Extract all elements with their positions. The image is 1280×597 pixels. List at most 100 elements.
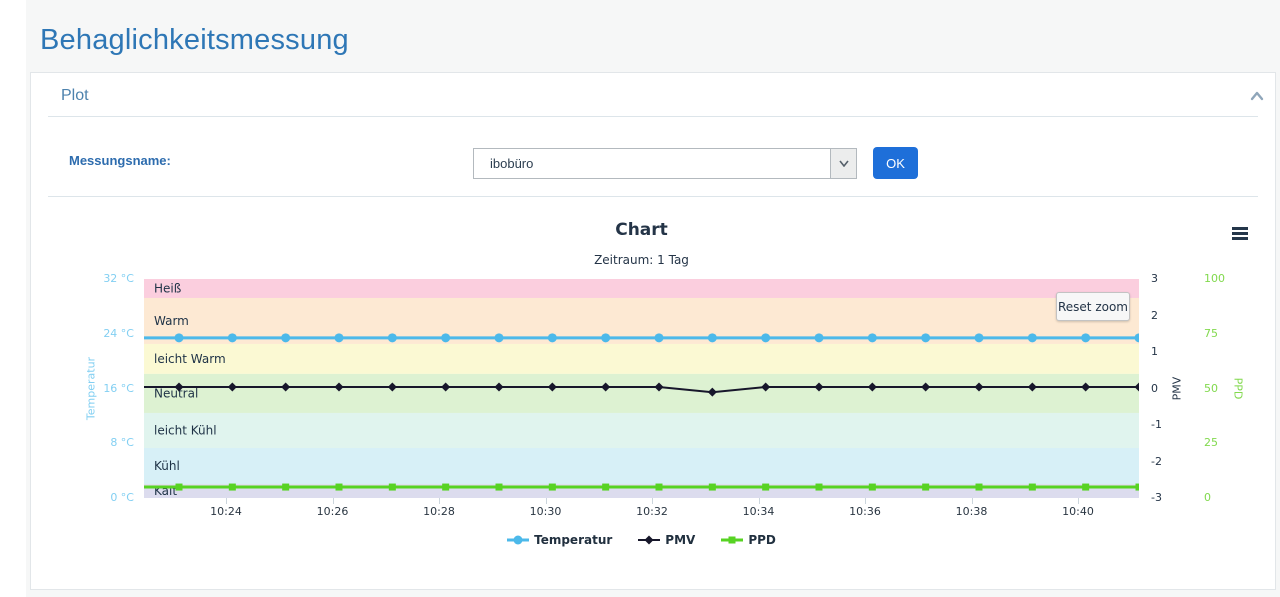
plot-band-label: leicht Kühl bbox=[154, 423, 217, 437]
plot-area: Heiß Warm leicht Warm Neutral leicht Kühl Küh… bbox=[144, 279, 1139, 498]
ppd-axis-title: PPD bbox=[1231, 377, 1245, 399]
marker-diamond bbox=[867, 382, 877, 392]
marker-diamond bbox=[334, 382, 344, 392]
marker-diamond bbox=[441, 382, 451, 392]
marker-square bbox=[388, 483, 396, 491]
pmv-axis-tick: 1 bbox=[1151, 345, 1158, 358]
marker-diamond bbox=[707, 387, 717, 397]
plot-band bbox=[144, 447, 1139, 485]
plot-band bbox=[144, 373, 1139, 413]
temp-axis-tick: 24 °C bbox=[103, 326, 134, 340]
x-axis-tick-mark bbox=[1078, 498, 1079, 504]
plot-band bbox=[144, 297, 1139, 344]
marker-diamond bbox=[227, 382, 237, 392]
marker-square bbox=[708, 483, 716, 491]
x-axis-tick-label: 10:24 bbox=[210, 505, 242, 518]
marker-circle bbox=[547, 333, 557, 343]
select-arrow[interactable] bbox=[830, 149, 856, 178]
marker-circle bbox=[654, 333, 664, 343]
marker-square bbox=[815, 483, 823, 491]
x-axis-tick-mark bbox=[332, 498, 334, 504]
marker-square bbox=[548, 483, 556, 491]
marker-square bbox=[175, 483, 183, 491]
marker-square bbox=[1082, 483, 1090, 491]
x-axis-tick-mark bbox=[652, 498, 653, 504]
hamburger-icon[interactable] bbox=[1232, 227, 1248, 242]
marker-circle bbox=[281, 333, 291, 343]
marker-square bbox=[442, 483, 450, 491]
legend-item-PPD[interactable]: PPD bbox=[721, 533, 776, 547]
temp-axis-tick: 8 °C bbox=[110, 436, 134, 450]
marker-square bbox=[762, 483, 770, 491]
marker-diamond bbox=[974, 382, 984, 392]
x-axis-tick-label: 10:40 bbox=[1062, 505, 1094, 518]
ok-button[interactable]: OK bbox=[873, 147, 918, 179]
legend-item-Temperatur[interactable]: Temperatur bbox=[507, 533, 612, 547]
plot-band-label: leicht Warm bbox=[154, 352, 226, 366]
marker-circle bbox=[867, 333, 877, 343]
temp-axis-title: Temperatur bbox=[84, 356, 98, 420]
marker-diamond bbox=[814, 382, 824, 392]
ppd-axis-tick: 100 bbox=[1204, 272, 1225, 285]
chart-legend: Temperatur PMV PPD bbox=[144, 533, 1139, 547]
chart-container: Chart Zeitraum: 1 Tag Heiß Warm leicht War… bbox=[31, 196, 1277, 591]
temp-axis-tick: 0 °C bbox=[110, 491, 134, 504]
temp-axis-tick: 32 °C bbox=[103, 272, 134, 285]
pmv-axis-tick: 2 bbox=[1151, 308, 1158, 322]
x-axis-tick-label: 10:26 bbox=[316, 505, 349, 518]
marker-circle bbox=[601, 333, 611, 343]
chevron-up-icon[interactable] bbox=[1250, 91, 1264, 101]
marker-diamond bbox=[1134, 382, 1139, 392]
page-title: Behaglichkeitsmessung bbox=[40, 24, 349, 56]
messungsname-label: Messungsname: bbox=[69, 153, 171, 168]
x-axis-tick-label: 10:30 bbox=[529, 505, 562, 518]
marker-diamond bbox=[1027, 382, 1037, 392]
marker-diamond bbox=[281, 382, 291, 392]
pmv-axis-tick: -1 bbox=[1151, 418, 1162, 431]
legend-item-PMV[interactable]: PMV bbox=[638, 533, 695, 547]
chart-subtitle: Zeitraum: 1 Tag bbox=[594, 253, 689, 267]
marker-square bbox=[602, 483, 610, 491]
x-axis-tick-label: 10:38 bbox=[955, 505, 988, 518]
marker-diamond bbox=[921, 382, 931, 392]
plot-panel-header: Plot bbox=[31, 73, 1275, 116]
series-line-PMV bbox=[144, 386, 1139, 394]
marker-square bbox=[335, 483, 343, 491]
form-divider bbox=[48, 196, 1258, 197]
x-axis-tick-mark bbox=[545, 498, 547, 504]
marker-square bbox=[495, 483, 503, 491]
marker-square bbox=[1028, 483, 1036, 491]
reset-zoom-button[interactable]: Reset zoom bbox=[1056, 292, 1130, 321]
marker-circle bbox=[974, 333, 984, 343]
marker-diamond bbox=[601, 382, 611, 392]
legend-label: PPD bbox=[748, 533, 776, 547]
select-value: ibobüro bbox=[490, 156, 534, 171]
ppd-axis-tick: 75 bbox=[1204, 326, 1218, 340]
legend-marker-circle-icon bbox=[507, 535, 530, 545]
ppd-axis-tick: 25 bbox=[1204, 436, 1218, 450]
marker-circle bbox=[494, 333, 504, 343]
legend-marker-diamond-icon bbox=[638, 535, 661, 545]
plot-band bbox=[144, 343, 1139, 374]
x-axis-tick-mark bbox=[971, 498, 973, 504]
x-axis-tick-label: 10:28 bbox=[423, 505, 455, 518]
legend-label: Temperatur bbox=[534, 533, 613, 547]
x-axis-tick-mark bbox=[865, 498, 866, 504]
marker-circle bbox=[761, 333, 771, 343]
marker-diamond bbox=[494, 382, 504, 392]
plot-band-label: Heiß bbox=[154, 281, 182, 295]
messungsname-select[interactable]: ibobüro bbox=[473, 148, 857, 179]
plot-band-label: Warm bbox=[154, 314, 189, 328]
panel-title: Plot bbox=[61, 87, 89, 104]
pmv-axis-tick: -3 bbox=[1151, 491, 1162, 504]
marker-square bbox=[868, 483, 876, 491]
x-axis-tick-mark bbox=[439, 498, 440, 504]
marker-circle bbox=[1027, 333, 1037, 343]
marker-circle bbox=[174, 333, 184, 343]
marker-circle bbox=[1134, 333, 1139, 343]
marker-circle bbox=[387, 333, 397, 343]
marker-diamond bbox=[387, 382, 397, 392]
marker-diamond bbox=[654, 382, 664, 392]
legend-marker-square-icon bbox=[721, 536, 744, 544]
temp-axis-tick: 16 °C bbox=[103, 381, 134, 395]
